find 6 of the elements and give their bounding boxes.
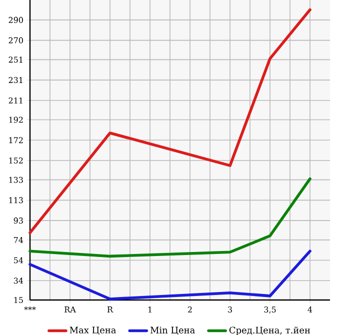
- line-series: [28, 177, 312, 258]
- legend-label: Сред.Цена, т.йен: [229, 326, 310, 335]
- legend-label: Min Цена: [150, 326, 195, 335]
- line-series: [28, 8, 312, 234]
- line-series: [28, 250, 312, 300]
- legend-label: Max Цена: [70, 326, 116, 335]
